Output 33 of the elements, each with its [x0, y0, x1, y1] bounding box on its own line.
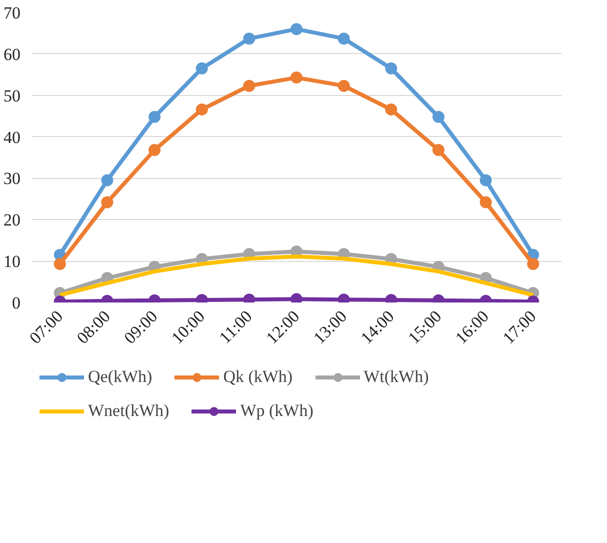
- point: [243, 32, 256, 45]
- y-tick-label: 40: [4, 128, 20, 147]
- y-tick-label: 20: [4, 210, 20, 230]
- point: [338, 80, 350, 92]
- legend-label: Wnet(kWh): [88, 401, 170, 421]
- point: [148, 144, 161, 156]
- point: [385, 103, 398, 116]
- point: [480, 196, 492, 208]
- point: [101, 174, 114, 186]
- point: [101, 196, 114, 208]
- point: [432, 110, 444, 123]
- point: [243, 80, 256, 92]
- point: [432, 144, 444, 156]
- y-tick-label: 50: [4, 86, 20, 106]
- point: [196, 62, 208, 74]
- legend-label: Wp (kWh): [240, 401, 314, 421]
- point: [480, 174, 492, 186]
- point: [290, 23, 302, 36]
- legend-label: Qk (kWh): [223, 367, 293, 387]
- y-tick-label: 70: [4, 4, 20, 22]
- legend-label: Wt(kWh): [364, 367, 429, 387]
- point: [385, 62, 398, 74]
- y-tick-label: 0: [12, 294, 20, 312]
- point: [527, 258, 540, 270]
- point: [290, 72, 302, 84]
- point: [54, 258, 66, 270]
- legend-label: Qe(kWh): [88, 367, 152, 387]
- point: [196, 103, 208, 116]
- point: [338, 32, 350, 45]
- y-tick-label: 30: [4, 169, 20, 188]
- y-tick-label: 10: [4, 252, 20, 272]
- y-tick-label: 60: [4, 44, 20, 64]
- point: [148, 110, 161, 123]
